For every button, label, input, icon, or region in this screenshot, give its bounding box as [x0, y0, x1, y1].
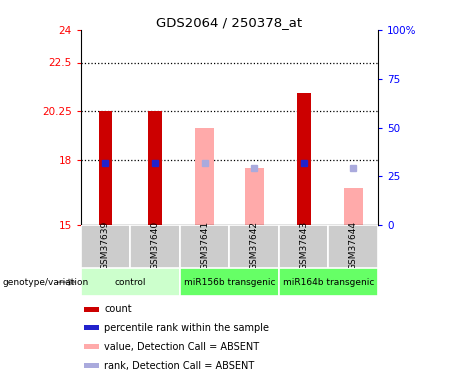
Text: percentile rank within the sample: percentile rank within the sample [105, 323, 270, 333]
Bar [344, 188, 363, 225]
Bar [328, 225, 378, 268]
Bar [83, 326, 99, 330]
Bar [83, 363, 99, 368]
Text: miR164b transgenic: miR164b transgenic [283, 278, 374, 286]
Bar [83, 307, 99, 312]
Bar [279, 225, 328, 268]
Bar [229, 225, 279, 268]
Text: count: count [105, 304, 132, 314]
Bar [195, 128, 214, 225]
Bar [99, 111, 112, 225]
Bar [81, 268, 180, 296]
Bar [148, 111, 162, 225]
Bar [297, 93, 311, 225]
Text: control: control [114, 278, 146, 286]
Text: genotype/variation: genotype/variation [2, 278, 89, 286]
Text: rank, Detection Call = ABSENT: rank, Detection Call = ABSENT [105, 361, 255, 370]
Text: GSM37641: GSM37641 [200, 221, 209, 270]
Text: GSM37644: GSM37644 [349, 221, 358, 270]
Text: value, Detection Call = ABSENT: value, Detection Call = ABSENT [105, 342, 260, 352]
Bar [83, 344, 99, 349]
Bar [279, 268, 378, 296]
Bar [81, 225, 130, 268]
Bar [180, 225, 229, 268]
Text: GSM37642: GSM37642 [249, 221, 259, 270]
Text: GSM37640: GSM37640 [150, 221, 160, 270]
Text: miR156b transgenic: miR156b transgenic [183, 278, 275, 286]
Text: GSM37639: GSM37639 [101, 221, 110, 270]
Bar [130, 225, 180, 268]
Bar [180, 268, 279, 296]
Title: GDS2064 / 250378_at: GDS2064 / 250378_at [156, 16, 302, 29]
Text: GSM37643: GSM37643 [299, 221, 308, 270]
Bar [245, 168, 264, 225]
